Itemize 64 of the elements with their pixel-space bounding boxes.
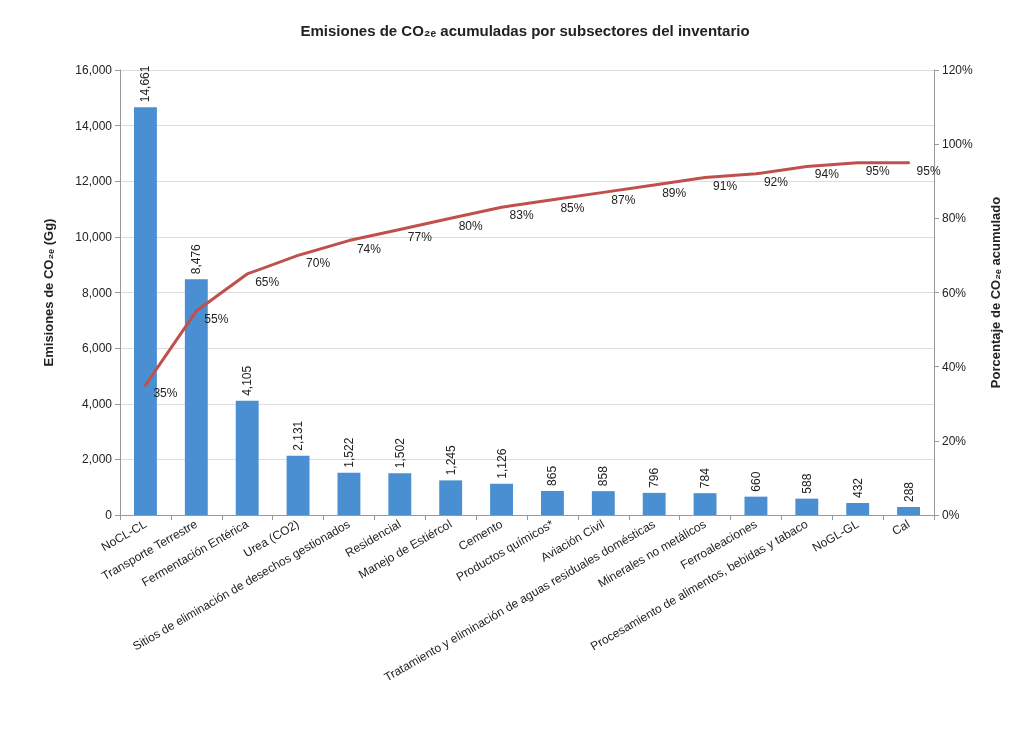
bar	[591, 491, 615, 515]
data-label: 4,105	[240, 365, 255, 396]
y2-tick-label: 100%	[942, 137, 974, 152]
data-label: 80%	[458, 219, 484, 234]
bar	[744, 496, 768, 515]
data-label: 432	[850, 477, 865, 498]
data-label: 1,522	[341, 437, 356, 468]
data-label: 8,476	[189, 243, 204, 275]
data-label: 89%	[662, 185, 687, 200]
data-label: 1,245	[443, 445, 458, 476]
data-label: 865	[545, 465, 560, 486]
bar	[540, 490, 564, 515]
chart-title: Emisiones de CO₂ₑ acumuladas por subsectores del inventario	[300, 22, 750, 39]
y-tick-label: 0	[105, 508, 113, 522]
bar	[439, 480, 463, 515]
data-label: 85%	[560, 200, 585, 215]
data-label: 1,126	[494, 448, 509, 479]
bar	[490, 483, 514, 515]
data-label: 14,661	[138, 65, 153, 103]
bar	[897, 506, 921, 515]
data-label: 288	[901, 481, 916, 502]
y-tick-label: 12,000	[75, 174, 113, 189]
data-label: 588	[799, 473, 814, 494]
y-axis-title: Emisiones de CO₂ₑ (Gg)	[41, 218, 56, 367]
y-tick-label: 4,000	[81, 396, 113, 411]
data-label: 77%	[407, 230, 433, 245]
bar	[337, 472, 361, 515]
bar	[388, 473, 412, 515]
y2-tick-label: 40%	[942, 359, 967, 374]
data-label: 65%	[255, 274, 280, 289]
data-label: 83%	[509, 208, 534, 223]
data-label: 94%	[814, 167, 840, 182]
y2-tick-label: 60%	[942, 285, 967, 300]
y2-tick-label: 20%	[942, 433, 967, 448]
data-label: 70%	[306, 256, 331, 271]
data-label: 858	[596, 465, 611, 487]
bar	[846, 502, 870, 515]
bar	[642, 492, 666, 515]
data-label: 92%	[763, 174, 789, 189]
bar	[693, 493, 717, 515]
data-label: 87%	[611, 193, 636, 208]
y2-axis-title: Porcentaje de CO₂ₑ acumulado	[988, 196, 1003, 389]
y-tick-label: 16,000	[75, 63, 113, 77]
data-label: 95%	[916, 163, 941, 178]
y2-tick-label: 120%	[942, 63, 974, 77]
bar	[795, 498, 819, 515]
data-label: 2,131	[291, 420, 306, 451]
data-label: 784	[698, 467, 713, 489]
x-tick-label: Cal	[889, 516, 913, 539]
y-tick-label: 6,000	[81, 341, 113, 356]
y-tick-label: 10,000	[75, 229, 113, 244]
y-tick-label: 14,000	[75, 118, 113, 133]
data-label: 1,502	[392, 437, 407, 469]
data-label: 796	[647, 467, 662, 488]
y2-tick-label: 0%	[942, 508, 960, 522]
data-label: 95%	[865, 163, 891, 178]
y2-tick-label: 80%	[942, 211, 967, 226]
y-tick-label: 8,000	[81, 285, 113, 300]
bar	[286, 455, 310, 515]
data-label: 660	[748, 471, 763, 492]
data-label: 91%	[713, 178, 738, 193]
data-label: 74%	[356, 241, 382, 256]
y-tick-label: 2,000	[81, 452, 113, 467]
bar	[235, 400, 259, 515]
